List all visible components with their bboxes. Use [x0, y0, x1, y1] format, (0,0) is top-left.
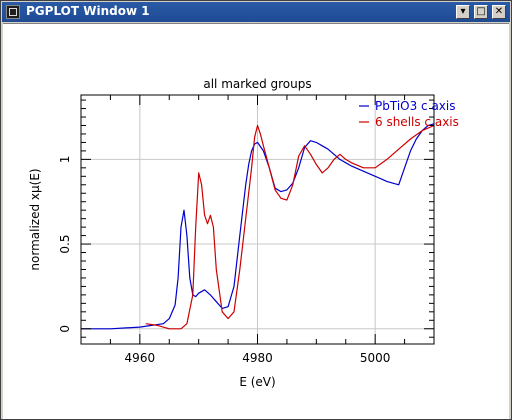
window-menu-icon[interactable] — [6, 5, 20, 19]
grid-lines — [81, 95, 434, 344]
maximize-button[interactable]: □ — [474, 5, 488, 19]
series-line-pbtio3-c-axis — [81, 123, 435, 330]
x-axis-label: E (eV) — [239, 375, 275, 389]
axis-ticks: 4960 4980 5000 0 0.5 1 — [58, 95, 435, 365]
y-tick-label: 0.5 — [58, 235, 72, 254]
series-line-6-shells-c-axis — [145, 124, 435, 330]
series-lines — [81, 123, 435, 330]
xas-chart: 4960 4980 5000 0 0.5 1 all marked groups E (e… — [28, 77, 459, 389]
legend-entry: 6 shells c axis — [375, 115, 459, 129]
plot-canvas: 4960 4980 5000 0 0.5 1 all marked groups E (e… — [3, 23, 509, 419]
close-button[interactable]: ✕ — [492, 5, 506, 19]
y-tick-label: 1 — [58, 156, 72, 164]
x-tick-label: 4980 — [242, 351, 273, 365]
y-tick-label: 0 — [58, 325, 72, 333]
x-tick-label: 5000 — [360, 351, 391, 365]
title-bar[interactable]: PGPLOT Window 1 ▾ □ ✕ — [2, 2, 510, 22]
legend-entry: PbTiO3 c axis — [375, 99, 456, 113]
window-title: PGPLOT Window 1 — [26, 4, 150, 18]
x-tick-label: 4960 — [125, 351, 156, 365]
chart-title: all marked groups — [203, 77, 311, 91]
minimize-button[interactable]: ▾ — [456, 5, 470, 19]
legend: PbTiO3 c axis 6 shells c axis — [359, 99, 459, 129]
y-axis-label: normalized xμ(E) — [28, 168, 42, 270]
